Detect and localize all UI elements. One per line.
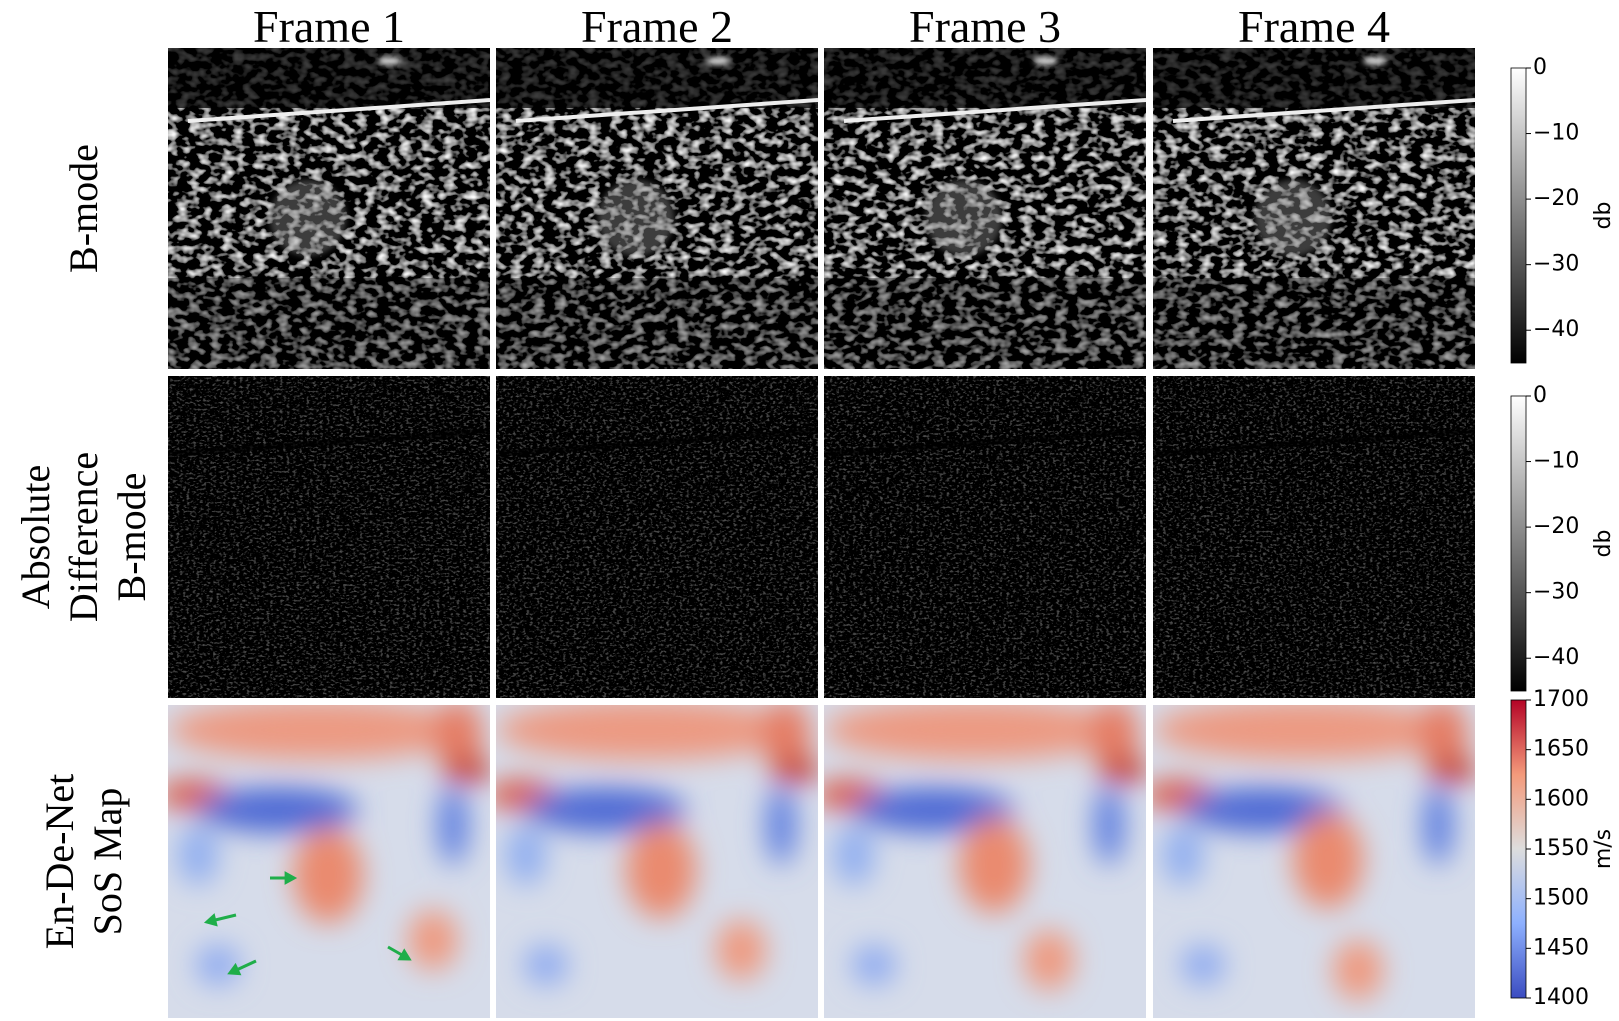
image-panel [496, 48, 818, 369]
row-label: B-mode [109, 473, 154, 602]
colorbar [1511, 68, 1526, 363]
colorbar-tick-label: −30 [1533, 252, 1579, 277]
colorbar [1511, 700, 1526, 998]
colorbar-tick-label: −10 [1533, 449, 1579, 474]
colorbar-label: db [1591, 530, 1616, 558]
colorbar-tick-label: 0 [1533, 383, 1547, 408]
colorbar-label: db [1591, 202, 1616, 230]
row-label: Difference [61, 452, 106, 622]
image-panel [486, 700, 821, 1018]
colorbar [1511, 396, 1526, 691]
image-panel [168, 376, 490, 698]
image-panel [814, 700, 1149, 1018]
colorbar-tick-label: 1550 [1533, 836, 1589, 861]
image-panel [168, 48, 490, 369]
image-panel [158, 700, 493, 1018]
image-panel [1153, 376, 1475, 698]
colorbar-tick-label: −10 [1533, 121, 1579, 146]
image-panel [496, 376, 818, 698]
image-panel [824, 48, 1146, 369]
image-panel [824, 376, 1146, 698]
image-panel [1153, 48, 1475, 369]
image-panel [1143, 700, 1478, 1018]
colorbar-tick-label: −20 [1533, 514, 1579, 539]
row-label: B-mode [61, 144, 106, 273]
colorbar-tick-label: 1450 [1533, 935, 1589, 960]
colorbar-tick-label: 0 [1533, 55, 1547, 80]
row-label: Absolute [13, 465, 58, 609]
colorbar-tick-label: −20 [1533, 186, 1579, 211]
column-title: Frame 4 [1238, 1, 1390, 52]
figure: Frame 1 Frame 2 Frame 3 Frame 4 B-mode 0 −10 −2… [0, 0, 1619, 1021]
colorbar-tick-label: −40 [1533, 645, 1579, 670]
colorbar-tick-label: 1500 [1533, 886, 1589, 911]
colorbar-tick-label: 1600 [1533, 786, 1589, 811]
row-label: En-De-Net [37, 774, 82, 949]
colorbar-tick-label: −30 [1533, 580, 1579, 605]
row-label: SoS Map [85, 788, 130, 936]
colorbar-tick-label: −40 [1533, 317, 1579, 342]
colorbar-label: m/s [1591, 829, 1616, 869]
column-title: Frame 3 [909, 1, 1061, 52]
colorbar-tick-label: 1400 [1533, 985, 1589, 1010]
colorbar-tick-label: 1650 [1533, 737, 1589, 762]
column-title: Frame 1 [253, 1, 405, 52]
colorbar-tick-label: 1700 [1533, 687, 1589, 712]
column-title: Frame 2 [581, 1, 733, 52]
